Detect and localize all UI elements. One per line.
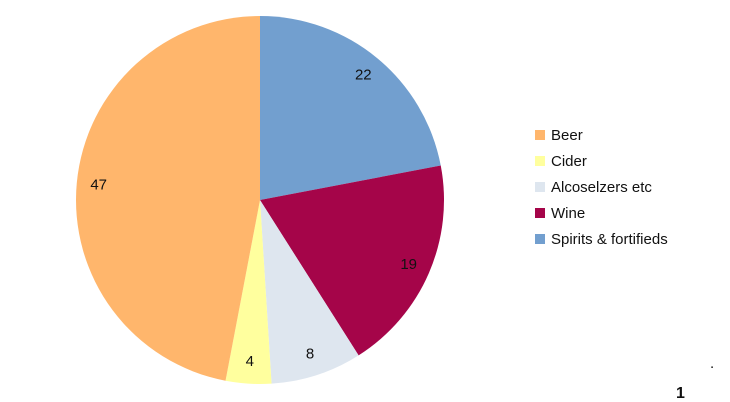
data-label-beer: 47 bbox=[90, 176, 107, 193]
legend-label-cider: Cider bbox=[551, 152, 587, 170]
pie-slice-beer bbox=[76, 16, 260, 381]
pie-slices bbox=[76, 16, 444, 385]
data-label-spirits-fortifieds: 22 bbox=[355, 67, 372, 84]
legend-item-alcoselzers-etc: Alcoselzers etc bbox=[535, 174, 668, 200]
data-label-wine: 19 bbox=[400, 256, 417, 273]
legend-item-wine: Wine bbox=[535, 200, 668, 226]
legend-label-wine: Wine bbox=[551, 204, 586, 222]
legend-swatch-spirits-fortifieds bbox=[535, 234, 545, 244]
pie-slice-spirits-fortifieds bbox=[260, 16, 441, 200]
pie-slice-wine bbox=[260, 165, 444, 356]
legend-label-beer: Beer bbox=[551, 126, 583, 144]
data-label-alcoselzers-etc: 8 bbox=[306, 346, 314, 363]
page-number: 1 bbox=[676, 385, 685, 402]
legend-swatch-cider bbox=[535, 156, 545, 166]
legend-swatch-beer bbox=[535, 130, 545, 140]
legend-item-beer: Beer bbox=[535, 122, 668, 148]
pie-data-labels: 22 19 8 4 47 bbox=[90, 67, 417, 371]
chart-legend: Beer Cider Alcoselzers etc Wine Spirits & fo… bbox=[535, 122, 668, 252]
legend-swatch-wine bbox=[535, 208, 545, 218]
stray-dot: . bbox=[710, 355, 715, 372]
legend-label-alcoselzers-etc: Alcoselzers etc bbox=[551, 178, 652, 196]
data-label-cider: 4 bbox=[246, 353, 254, 370]
legend-item-cider: Cider bbox=[535, 148, 668, 174]
legend-label-spirits-fortifieds: Spirits & fortifieds bbox=[551, 230, 668, 248]
pie-slice-alcoselzers-etc bbox=[260, 200, 359, 384]
legend-swatch-alcoselzers-etc bbox=[535, 182, 545, 192]
legend-item-spirits-fortifieds: Spirits & fortifieds bbox=[535, 226, 668, 252]
pie-slice-cider bbox=[225, 200, 272, 385]
